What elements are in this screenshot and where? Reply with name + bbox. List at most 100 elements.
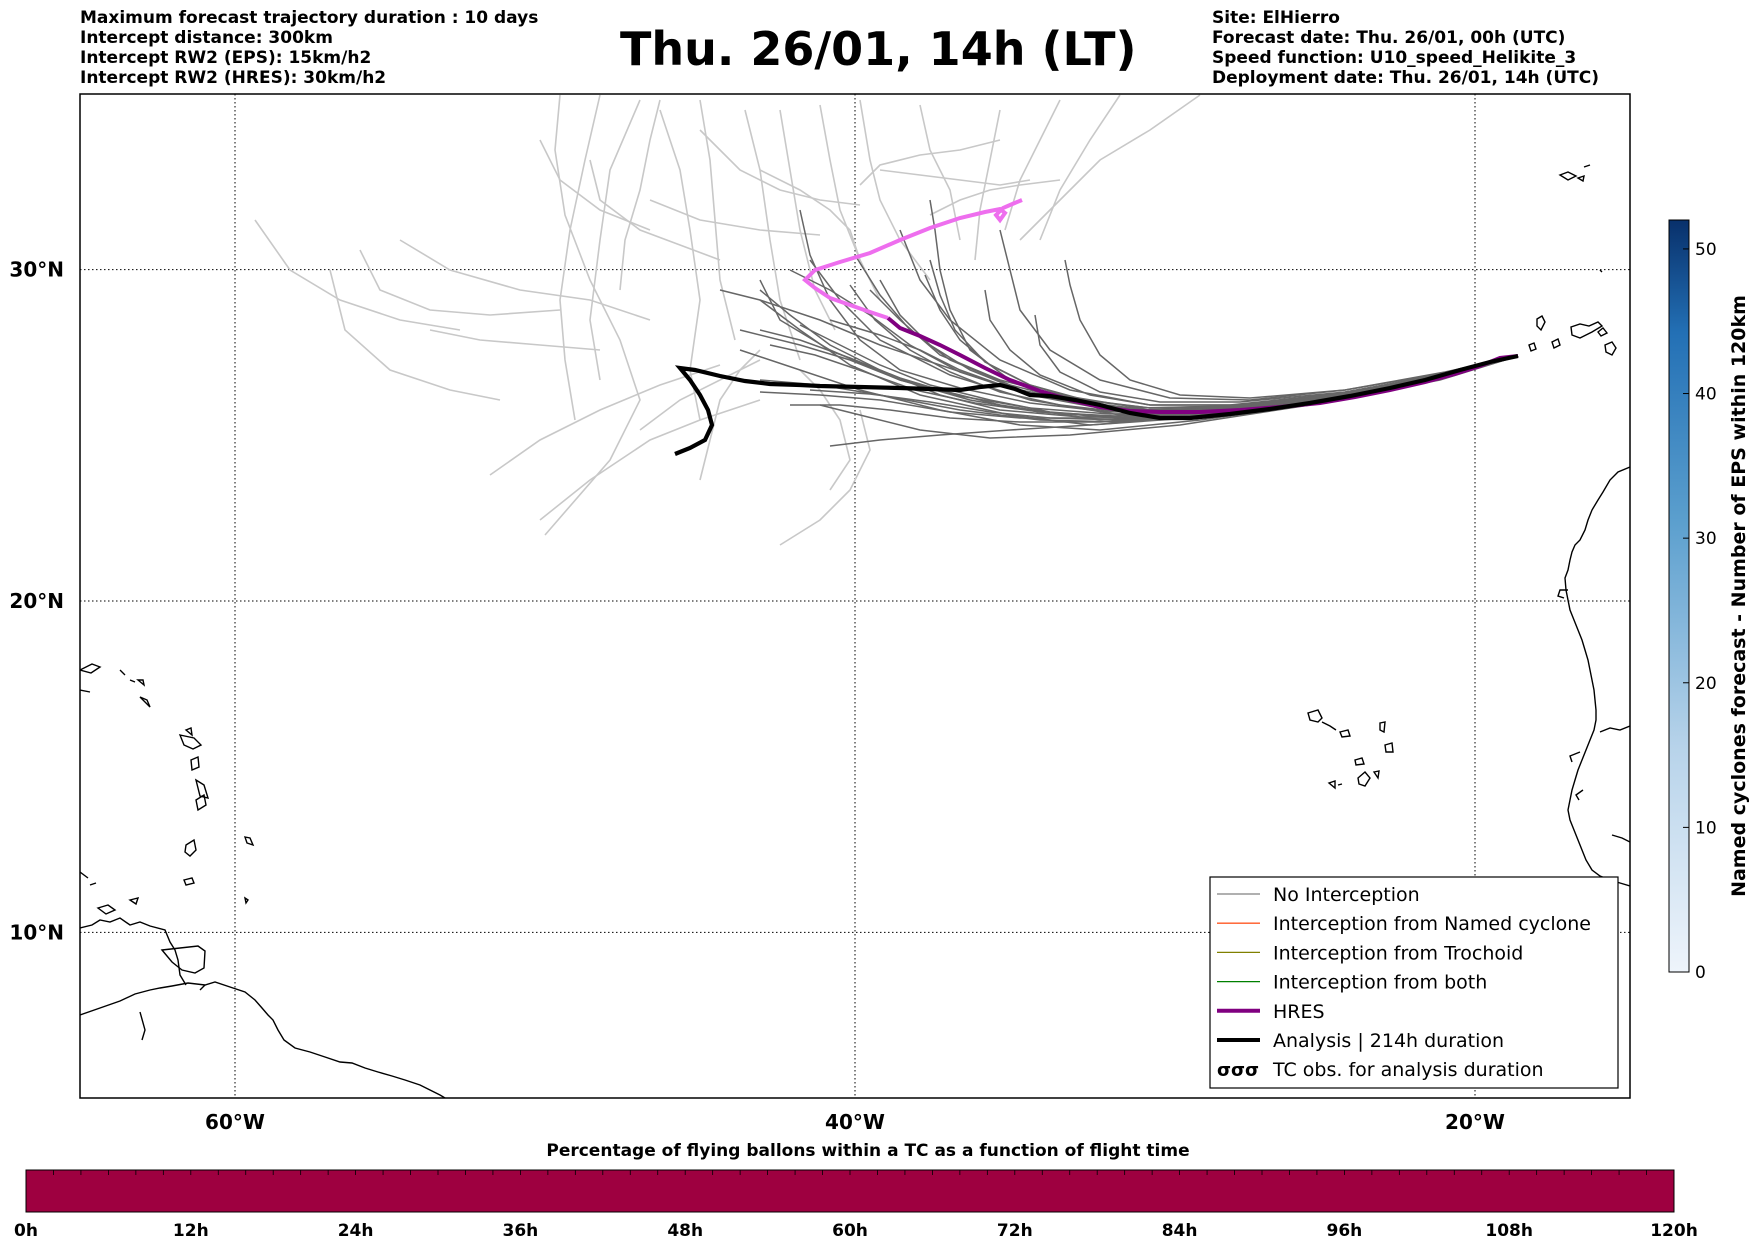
coast-africa-inlet-4 [1611,834,1630,843]
coast-venezuela-north [80,917,187,986]
page-title: Thu. 26/01, 14h (LT) [620,22,1137,76]
map-frame [79,93,1631,1099]
colorbar-tick-label: 20 [1695,674,1717,694]
legend-box [1209,876,1619,1089]
legend-label: TC obs. for analysis duration [1272,1059,1544,1081]
lat-tick-label: 10°N [9,920,64,944]
island-cape-verde-4 [1379,721,1386,734]
colorbar-tick-label: 30 [1695,529,1717,549]
island-caribbean-13 [89,882,97,886]
coast-south-america [80,981,446,1098]
island-caribbean-10 [80,689,91,693]
colorbar-tick-label: 0 [1695,963,1706,983]
coast-africa-inlet-1 [1557,589,1568,599]
island-cape-verde-6 [1354,757,1365,766]
coastlines [80,164,1630,1098]
island-small-1 [96,904,117,915]
legend-label: No Interception [1273,884,1420,906]
island-caribbean-12 [243,836,255,847]
bottom-colorbar: Percentage of flying ballons within a TC… [14,1141,1698,1241]
island-caribbean-3 [194,778,210,799]
header-left-line: Intercept RW2 (HRES): 30km/h2 [80,68,387,88]
coast-africa-inlet-2 [1569,751,1584,801]
header-right-line: Speed function: U10_speed_Helikite_3 [1212,48,1577,68]
island-barbados [243,896,249,905]
island-la-palma [1551,338,1561,349]
header-right-line: Deployment date: Thu. 26/01, 14h (UTC) [1212,68,1599,88]
lat-tick-label: 20°N [9,589,64,613]
coast-trinidad [160,945,206,974]
header-left-info: Maximum forecast trajectory duration : 1… [80,8,538,88]
colorbar-label: Named cyclones forecast - Number of EPS … [1728,295,1750,897]
hres-trajectory-early [802,198,1023,320]
bottom-bar-tick-label: 84h [1162,1221,1198,1241]
bottom-bar-tick-label: 60h [832,1221,868,1241]
island-caribbean-8 [136,679,146,687]
colorbar-right: 0 10 20 30 40 50 Named cyclones forecast - Num… [1668,219,1750,983]
legend-label: Analysis | 214h duration [1273,1030,1504,1052]
island-cape-verde-7 [1357,771,1371,787]
island-caribbean-1 [184,838,197,857]
coast-africa-inlet-3 [1599,725,1630,733]
bottom-bar-tick-label: 36h [503,1221,539,1241]
colorbar-tick-label: 10 [1695,818,1717,838]
bottom-bar-tick-label: 108h [1485,1221,1533,1241]
island-cape-verde-9 [1327,780,1343,790]
lon-tick-label: 40°W [825,1110,885,1134]
header-right-line: Site: ElHierro [1212,8,1340,28]
hres-trajectory [886,316,1519,414]
lon-tick-label: 60°W [205,1110,265,1134]
bottom-bar-tick-label: 48h [667,1221,703,1241]
island-east-canary [1597,327,1609,337]
legend-label: HRES [1273,1001,1325,1023]
island-caribbean-6 [184,727,193,737]
island-cape-verde-3 [1339,729,1351,738]
bottom-bar-tick-label: 72h [997,1221,1033,1241]
coast-guadeloupe [183,877,195,886]
island-caribbean-11 [119,669,136,683]
island-caribbean-7 [139,696,151,708]
colorbar-tick-label: 40 [1695,385,1717,405]
map-panel [80,94,1630,1098]
island-cape-verde-2 [1321,721,1337,731]
coast-guyana [139,984,206,1041]
island-selvagens [1599,269,1603,273]
header-right-line: Forecast date: Thu. 26/01, 00h (UTC) [1212,28,1566,48]
tc-obs-icon: σσσ [1217,1060,1259,1081]
island-small-2 [128,897,140,906]
bottom-bar-title: Percentage of flying ballons within a TC… [546,1141,1189,1161]
header-left-line: Intercept distance: 300km [80,28,333,48]
island-caribbean-9 [80,663,102,674]
island-tenerife [1528,342,1537,352]
header-left-line: Maximum forecast trajectory duration : 1… [80,8,539,28]
bottom-bar-tick-label: 12h [173,1221,209,1241]
lon-tick-label: 20°W [1445,1110,1505,1134]
island-caribbean-5 [178,734,203,750]
island-caribbean-4 [190,755,200,772]
axis-tick-labels: 30°N 20°N 10°N 60°W 40°W 20°W [9,258,1505,1134]
island-caribbean-14 [80,871,89,879]
bottom-bar-tick-label: 0h [14,1221,38,1241]
header-left-line: Intercept RW2 (EPS): 15km/h2 [80,48,372,68]
island-lanzarote [1536,315,1546,332]
legend-label: Interception from Named cyclone [1273,913,1591,935]
legend: No Interception Interception from Named c… [1209,876,1619,1089]
analysis-trajectory [674,353,1519,456]
bottom-bar-tick-label: 24h [338,1221,374,1241]
coast-africa [1564,466,1630,887]
colorbar-gradient [1668,219,1690,973]
lat-tick-label: 30°N [9,258,64,282]
legend-label: Interception from Trochoid [1273,942,1523,964]
bottom-bar-tick-label: 120h [1650,1221,1698,1241]
island-cape-verde-1 [1307,709,1323,723]
header-right-info: Site: ElHierro Forecast date: Thu. 26/01… [1212,8,1599,88]
colorbar-tick-label: 50 [1695,240,1717,260]
bottom-bar-fill [25,1169,1675,1213]
island-gran-canaria [1604,341,1617,356]
bottom-bar-tick-label: 96h [1327,1221,1363,1241]
legend-label: Interception from both [1273,972,1487,994]
island-cape-verde-8 [1372,770,1380,780]
island-madeira-2 [1583,164,1591,168]
island-fuerteventura [1570,321,1604,339]
